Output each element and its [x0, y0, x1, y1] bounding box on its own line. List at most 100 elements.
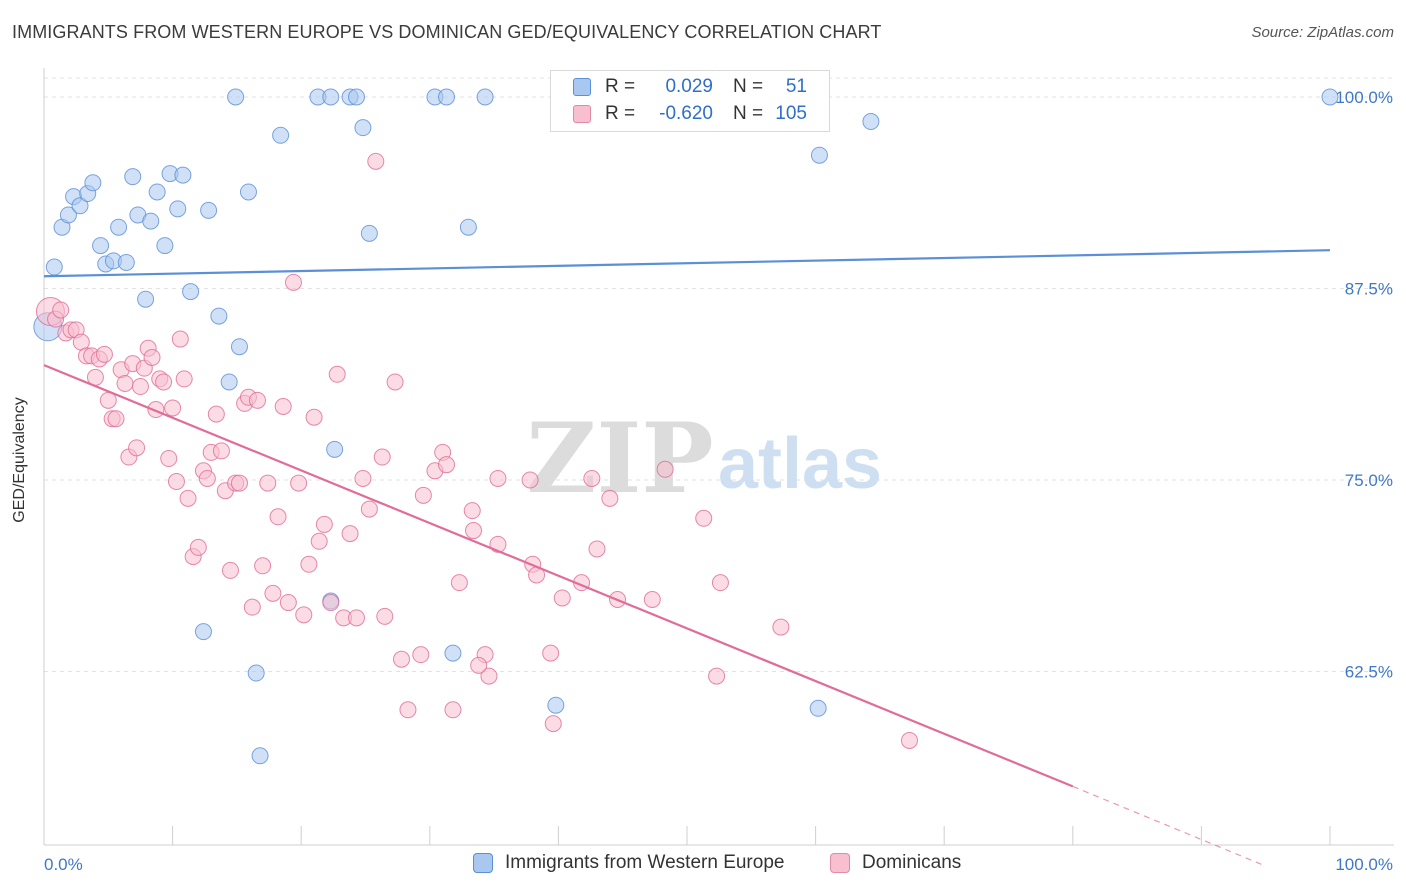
series-legend: Immigrants from Western Europe Dominican…	[0, 852, 1406, 878]
point-dominicans	[412, 646, 430, 664]
point-western-europe	[71, 197, 89, 215]
trend-line-dominicans	[43, 364, 1074, 788]
point-western-europe	[200, 201, 218, 219]
point-dominicans	[243, 598, 261, 616]
point-dominicans	[601, 489, 619, 507]
legend-label-dominicans: Dominicans	[862, 852, 962, 873]
point-dominicans	[367, 152, 385, 170]
point-western-europe	[174, 166, 192, 184]
point-dominicans	[269, 508, 287, 526]
point-dominicans	[444, 701, 462, 719]
n-label: N =	[733, 103, 764, 124]
point-dominicans	[463, 502, 481, 520]
point-western-europe	[169, 200, 187, 218]
point-dominicans	[274, 397, 292, 415]
point-dominicans	[189, 538, 207, 556]
point-western-europe	[220, 373, 238, 391]
y-tick-label: 75.0%	[1345, 471, 1393, 490]
point-dominicans	[470, 656, 488, 674]
point-dominicans	[322, 594, 340, 612]
point-dominicans	[480, 667, 498, 685]
tick-labels: 62.5% 75.0% 87.5% 100.0% 0.0% 100.0%	[44, 88, 1393, 874]
point-dominicans	[695, 509, 713, 527]
point-western-europe	[92, 237, 110, 255]
point-dominicans	[248, 391, 266, 409]
point-dominicans	[143, 348, 161, 366]
r-label: R =	[605, 76, 636, 97]
point-western-europe	[156, 237, 174, 255]
point-western-europe	[1321, 88, 1339, 106]
point-dominicans	[167, 473, 185, 491]
point-western-europe	[459, 218, 477, 236]
point-dominicans	[116, 374, 134, 392]
point-dominicans	[373, 448, 391, 466]
n-value: 51	[785, 76, 807, 97]
point-western-europe	[322, 88, 340, 106]
point-dominicans	[656, 460, 674, 478]
point-dominicans	[393, 650, 411, 668]
point-dominicans	[354, 469, 372, 487]
point-dominicans	[290, 474, 308, 492]
point-dominicans	[264, 584, 282, 602]
legend-row-dominicans: R = -0.620 N = 105	[573, 102, 807, 126]
legend-label-western-europe: Immigrants from Western Europe	[505, 852, 785, 873]
trend-line-western-europe	[43, 249, 1331, 278]
chart-title: IMMIGRANTS FROM WESTERN EUROPE VS DOMINI…	[12, 22, 882, 42]
point-western-europe	[810, 146, 828, 164]
point-western-europe	[230, 338, 248, 356]
point-western-europe	[239, 183, 257, 201]
point-dominicans	[279, 594, 297, 612]
point-dominicans	[521, 471, 539, 489]
point-dominicans	[198, 469, 216, 487]
watermark-zip: ZIP	[526, 402, 713, 515]
y-tick-label: 62.5%	[1345, 663, 1393, 682]
trend-extension-dominicans	[1072, 785, 1266, 867]
r-value: -0.620	[659, 103, 713, 124]
point-dominicans	[544, 715, 562, 733]
point-dominicans	[295, 606, 313, 624]
point-western-europe	[347, 88, 365, 106]
x-tick-label: 0.0%	[44, 855, 83, 874]
point-dominicans	[164, 399, 182, 417]
point-dominicans	[399, 701, 417, 719]
legend-row-western-europe: R = 0.029 N = 51	[573, 75, 807, 99]
point-dominicans	[221, 561, 239, 579]
point-dominicans	[131, 378, 149, 396]
point-dominicans	[254, 557, 272, 575]
point-western-europe	[110, 218, 128, 236]
legend-item-western-europe[interactable]: Immigrants from Western Europe	[473, 852, 784, 874]
point-dominicans	[175, 370, 193, 388]
point-dominicans	[212, 442, 230, 460]
r-label: R =	[605, 103, 636, 124]
n-value: 105	[775, 103, 807, 124]
point-dominicans	[300, 555, 318, 573]
point-dominicans	[438, 456, 456, 474]
point-western-europe	[476, 88, 494, 106]
point-dominicans	[708, 667, 726, 685]
point-western-europe	[227, 88, 245, 106]
point-dominicans	[107, 410, 125, 428]
source-label: Source: ZipAtlas.com	[1251, 24, 1394, 41]
point-western-europe	[182, 283, 200, 301]
point-dominicans	[772, 618, 790, 636]
point-dominicans	[207, 405, 225, 423]
point-dominicans	[128, 439, 146, 457]
watermark-atlas: atlas	[718, 424, 882, 504]
legend-item-dominicans[interactable]: Dominicans	[830, 852, 961, 874]
point-dominicans	[179, 489, 197, 507]
point-western-europe	[809, 699, 827, 717]
point-dominicans	[900, 731, 918, 749]
point-western-europe	[326, 440, 344, 458]
point-dominicans	[465, 522, 483, 540]
watermark: ZIP atlas	[526, 402, 882, 515]
point-western-europe	[354, 119, 372, 137]
x-tick-label: 100.0%	[1335, 855, 1393, 874]
point-western-europe	[148, 183, 166, 201]
point-dominicans	[588, 540, 606, 558]
point-dominicans	[230, 474, 248, 492]
point-western-europe	[210, 307, 228, 325]
n-label: N =	[733, 76, 764, 97]
legend-swatch-western-europe	[473, 853, 493, 873]
point-western-europe	[137, 290, 155, 308]
